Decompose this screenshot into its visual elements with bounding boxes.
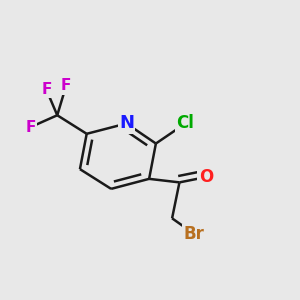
- Text: F: F: [61, 78, 71, 93]
- Text: Br: Br: [184, 225, 205, 243]
- Text: O: O: [199, 168, 213, 186]
- Text: F: F: [26, 119, 36, 134]
- Text: F: F: [41, 82, 52, 97]
- Text: Cl: Cl: [176, 115, 194, 133]
- Text: N: N: [119, 115, 134, 133]
